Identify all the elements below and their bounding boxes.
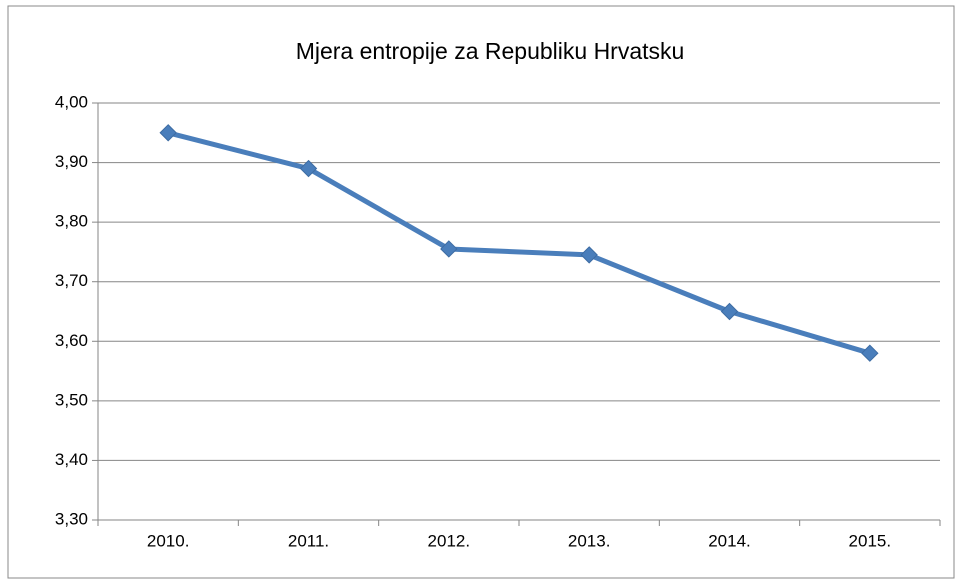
data-point <box>861 344 879 362</box>
x-tick-label: 2013. <box>568 531 611 550</box>
y-tick-label: 3,50 <box>55 390 88 409</box>
data-point <box>580 246 598 264</box>
chart-title: Mjera entropije za Republiku Hrvatsku <box>296 38 685 64</box>
x-tick-label: 2010. <box>147 531 190 550</box>
data-point <box>720 302 739 321</box>
data-point <box>299 159 318 178</box>
data-point <box>440 240 458 258</box>
y-tick-label: 3,40 <box>55 450 88 469</box>
y-tick-label: 4,00 <box>55 92 88 111</box>
y-tick-label: 3,30 <box>55 509 88 528</box>
x-tick-label: 2012. <box>428 531 471 550</box>
chart-frame <box>7 5 955 579</box>
y-tick-label: 3,90 <box>55 152 88 171</box>
series-line <box>167 130 871 356</box>
y-tick-label: 3,60 <box>55 331 88 350</box>
y-tick-label: 3,70 <box>55 271 88 290</box>
x-tick-label: 2015. <box>849 531 892 550</box>
data-point <box>159 124 177 142</box>
x-tick-label: 2014. <box>708 531 751 550</box>
x-tick-label: 2011. <box>288 531 329 550</box>
y-tick-label: 3,80 <box>55 212 88 231</box>
